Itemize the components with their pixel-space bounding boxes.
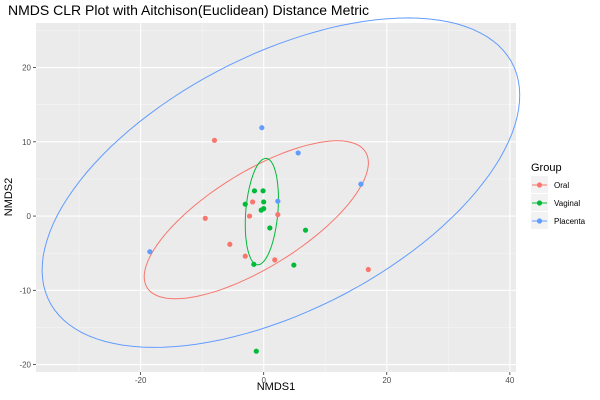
legend-label: Vaginal <box>554 199 580 208</box>
grid-major-lines <box>36 23 516 372</box>
legend-key-point <box>536 200 543 206</box>
x-tick-label: 0 <box>261 376 266 385</box>
ellipse-vaginal <box>244 157 279 266</box>
point-vaginal <box>242 201 248 207</box>
point-placenta <box>358 181 364 187</box>
x-tick-label: -20 <box>135 376 147 385</box>
legend-key-point <box>536 182 543 188</box>
legend-label: Oral <box>554 181 569 190</box>
point-placenta <box>259 125 265 131</box>
point-vaginal <box>253 348 259 354</box>
ellipse-oral <box>143 140 369 300</box>
point-placenta <box>275 198 281 204</box>
legend-label: Placenta <box>554 217 586 226</box>
legend-item-vaginal: Vaginal <box>531 194 580 211</box>
legend-keys: Oral Vaginal Placenta <box>531 176 586 229</box>
y-tick-label: -20 <box>19 361 31 370</box>
point-vaginal <box>260 188 266 194</box>
legend-item-oral: Oral <box>531 176 569 193</box>
x-axis-ticks: -20 0 20 40 <box>135 372 515 385</box>
x-tick-label: 20 <box>382 376 391 385</box>
legend: Group Oral Vaginal Placenta <box>531 162 586 229</box>
y-axis-ticks: -20 -10 0 10 20 <box>19 64 36 370</box>
ellipse-placenta <box>41 17 521 348</box>
y-tick-label: -10 <box>19 286 31 295</box>
point-vaginal <box>261 206 267 212</box>
plot-panel <box>36 23 516 372</box>
point-oral <box>202 215 208 221</box>
y-tick-label: 0 <box>27 212 32 221</box>
point-oral <box>211 137 218 143</box>
point-vaginal <box>251 261 257 267</box>
y-tick-label: 10 <box>22 138 31 147</box>
data-points <box>147 125 371 354</box>
point-oral <box>275 211 281 218</box>
point-vaginal <box>302 227 309 233</box>
legend-key-point <box>536 218 543 224</box>
point-oral <box>242 253 248 259</box>
x-axis-title: NMDS1 <box>257 381 296 393</box>
point-oral <box>246 213 253 219</box>
x-tick-label: 40 <box>505 376 514 385</box>
grid-minor-lines <box>36 23 516 372</box>
legend-title: Group <box>531 162 562 174</box>
confidence-ellipses <box>41 17 521 348</box>
point-placenta <box>295 150 301 156</box>
point-oral <box>365 266 371 273</box>
point-vaginal <box>261 199 267 205</box>
point-oral <box>227 241 233 247</box>
point-vaginal <box>291 262 297 268</box>
point-vaginal <box>267 225 273 231</box>
point-vaginal <box>251 188 258 194</box>
legend-item-placenta: Placenta <box>531 212 586 229</box>
point-placenta <box>147 249 153 255</box>
y-axis-title: NMDS2 <box>3 178 15 217</box>
point-oral <box>272 257 278 263</box>
point-oral <box>250 199 256 205</box>
y-tick-label: 20 <box>22 64 31 73</box>
chart-title: NMDS CLR Plot with Aitchison(Euclidean) … <box>8 2 369 18</box>
